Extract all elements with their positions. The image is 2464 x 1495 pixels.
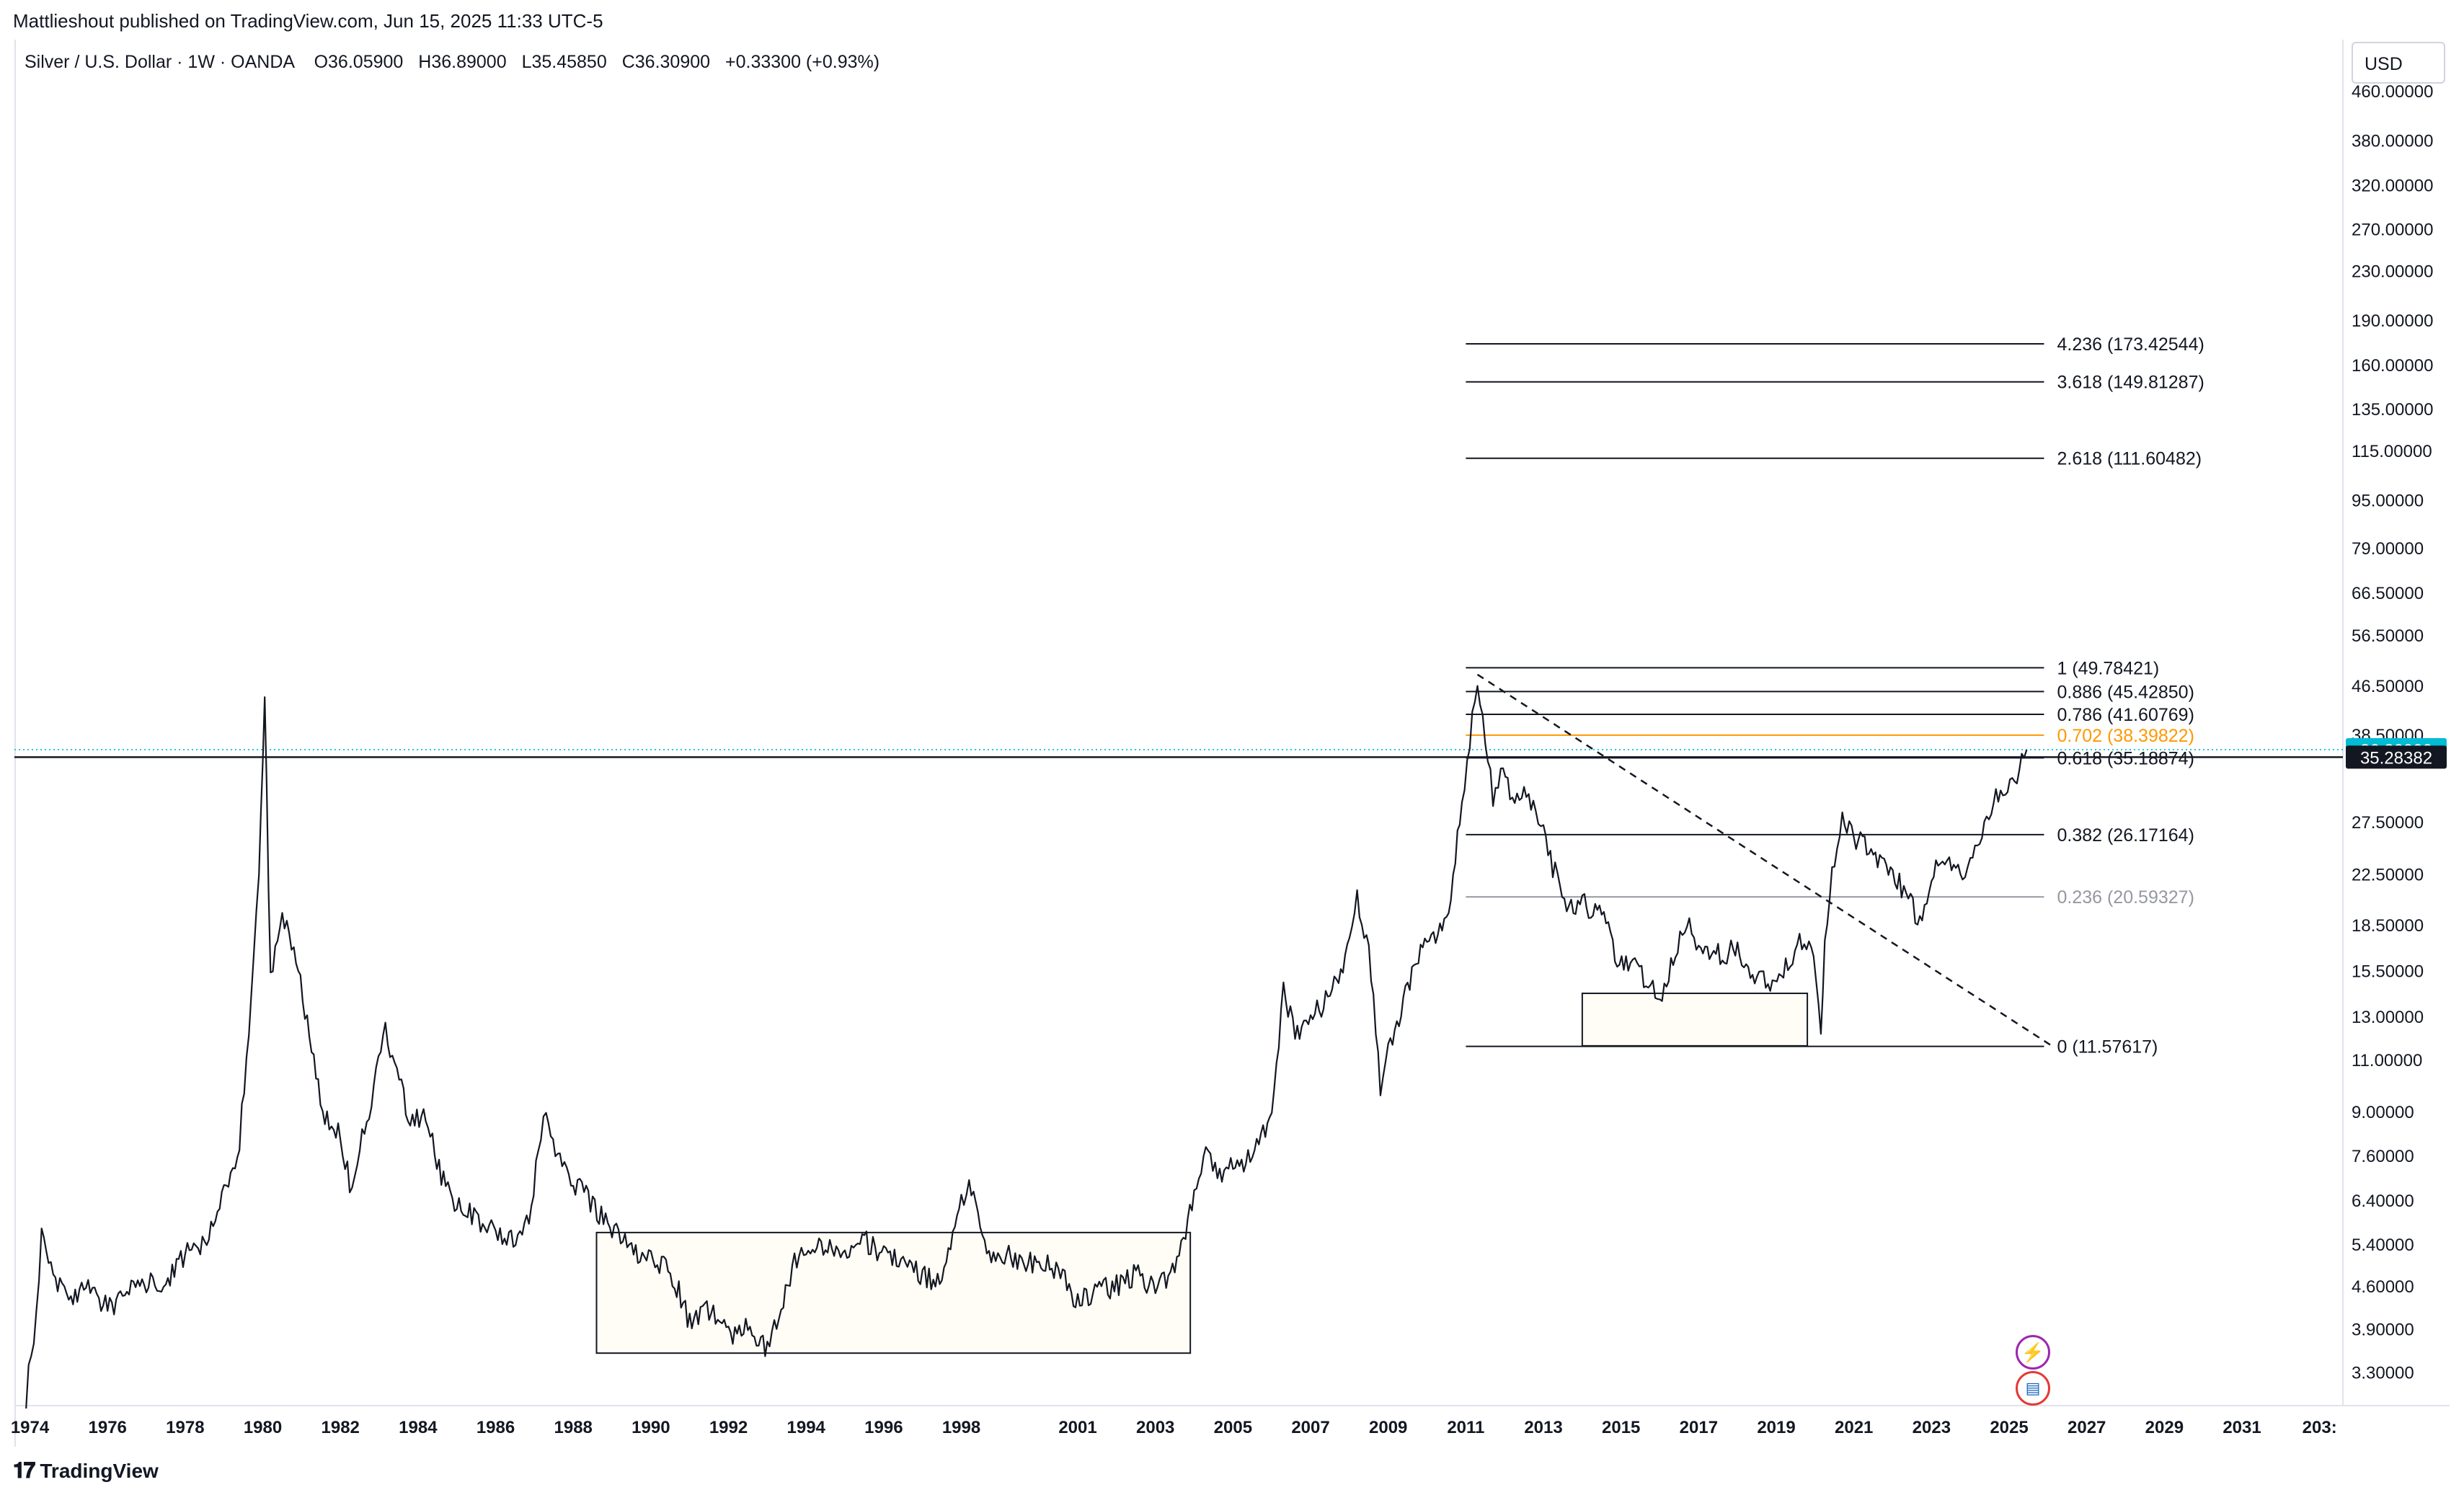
y-tick-label: 79.00000 — [2352, 539, 2424, 559]
x-tick-label: 203: — [2303, 1418, 2337, 1437]
x-tick-label: 2007 — [1291, 1418, 1329, 1437]
x-tick-label: 2015 — [1602, 1418, 1640, 1437]
y-tick-label: 3.30000 — [2352, 1363, 2414, 1383]
close-label: C — [621, 52, 635, 72]
x-tick-label: 2023 — [1913, 1418, 1951, 1437]
y-tick-label: 95.00000 — [2352, 492, 2424, 511]
x-tick-label: 2001 — [1058, 1418, 1096, 1437]
fib-level-label: 0.236 (20.59327) — [2057, 887, 2194, 908]
change-value: +0.33300 (+0.93%) — [725, 52, 880, 72]
x-tick-label: 1996 — [864, 1418, 903, 1437]
fib-level-label: 0 (11.57617) — [2057, 1037, 2158, 1057]
y-tick-label: 320.00000 — [2352, 176, 2433, 195]
high-value: 36.89000 — [431, 52, 507, 72]
fib-level-label: 3.618 (149.81287) — [2057, 373, 2204, 393]
y-tick-label: 22.50000 — [2352, 865, 2424, 884]
x-tick-label: 1986 — [477, 1418, 515, 1437]
x-tick-label: 2009 — [1369, 1418, 1407, 1437]
close-value: 36.30900 — [634, 52, 711, 72]
y-tick-label: 46.50000 — [2352, 677, 2424, 696]
tradingview-logo[interactable]: 𝟏𝟕 TradingView — [13, 1459, 159, 1483]
open-value: 36.05900 — [328, 52, 404, 72]
open-label: O — [314, 52, 329, 72]
fib-level-label: 0.618 (35.18874) — [2057, 748, 2194, 768]
y-tick-label: 270.00000 — [2352, 221, 2433, 240]
chart-frame — [14, 40, 2451, 1447]
x-tick-label: 2025 — [1990, 1418, 2028, 1437]
y-tick-label: 18.50000 — [2352, 916, 2424, 936]
range-box — [1581, 993, 1809, 1047]
tradingview-brand: TradingView — [40, 1460, 159, 1482]
fib-level-label: 2.618 (111.60482) — [2057, 449, 2202, 469]
x-tick-label: 2017 — [1680, 1418, 1718, 1437]
y-tick-label: 115.00000 — [2352, 442, 2432, 461]
low-value: 35.45850 — [531, 52, 607, 72]
y-tick-label: 3.90000 — [2352, 1320, 2414, 1339]
fib-level-label: 0.886 (45.42850) — [2057, 682, 2194, 702]
x-tick-label: 1990 — [631, 1418, 670, 1437]
y-tick-label: 6.40000 — [2352, 1192, 2414, 1211]
fib-level-label: 1 (49.78421) — [2057, 658, 2159, 678]
tradingview-mark-icon: 𝟏𝟕 — [13, 1459, 35, 1483]
x-tick-label: 2019 — [1757, 1418, 1795, 1437]
lightning-badge-icon[interactable]: ⚡ — [2016, 1335, 2050, 1370]
trendline — [1476, 673, 2052, 1047]
fib-level-label: 0.786 (41.60769) — [2057, 705, 2194, 725]
y-tick-label: 15.50000 — [2352, 962, 2424, 982]
y-tick-label: 9.00000 — [2352, 1103, 2414, 1122]
high-label: H — [418, 52, 432, 72]
x-tick-label: 1980 — [244, 1418, 282, 1437]
x-tick-label: 2011 — [1447, 1418, 1484, 1437]
x-tick-label: 1988 — [554, 1418, 593, 1437]
price-tag-label: 35.28382 — [2360, 748, 2432, 768]
x-tick-label: 1992 — [709, 1418, 748, 1437]
x-tick-label: 2031 — [2223, 1418, 2261, 1437]
level-price-tag: 35.28382 — [2346, 745, 2447, 769]
price-tag-bg — [2346, 745, 2447, 769]
y-tick-label: 230.00000 — [2352, 262, 2433, 281]
x-tick-label: 2003 — [1136, 1418, 1174, 1437]
x-tick-label: 1984 — [399, 1418, 438, 1437]
y-tick-label: 160.00000 — [2352, 356, 2433, 376]
y-tick-label: 11.00000 — [2352, 1051, 2422, 1070]
y-tick-label: 7.60000 — [2352, 1147, 2414, 1166]
publisher-line: Mattlieshout published on TradingView.co… — [13, 10, 603, 32]
low-label: L — [521, 52, 532, 72]
y-tick-label: 56.50000 — [2352, 626, 2424, 646]
us-flag-icon[interactable]: ▤ — [2016, 1371, 2050, 1406]
price-series-line — [25, 685, 2028, 1409]
y-tick-label: 190.00000 — [2352, 311, 2433, 331]
fib-level-label: 0.702 (38.39822) — [2057, 726, 2194, 746]
x-tick-label: 1978 — [166, 1418, 204, 1437]
range-box — [595, 1231, 1192, 1354]
x-tick-label: 1998 — [942, 1418, 980, 1437]
chart-legend[interactable]: Silver / U.S. Dollar · 1W · OANDA O36.05… — [25, 52, 879, 73]
y-tick-label: 27.50000 — [2352, 813, 2424, 833]
x-tick-label: 2021 — [1835, 1418, 1873, 1437]
symbol-description[interactable]: Silver / U.S. Dollar · 1W · OANDA — [25, 52, 294, 72]
x-tick-label: 1976 — [89, 1418, 127, 1437]
currency-button[interactable]: USD — [2352, 42, 2445, 84]
y-tick-label: 460.00000 — [2352, 82, 2433, 102]
fib-level-label: 0.382 (26.17164) — [2057, 825, 2194, 846]
x-tick-label: 2013 — [1524, 1418, 1562, 1437]
x-tick-label: 2029 — [2145, 1418, 2184, 1437]
x-tick-label: 2005 — [1214, 1418, 1252, 1437]
y-tick-label: 380.00000 — [2352, 132, 2433, 151]
x-tick-label: 1974 — [11, 1418, 50, 1437]
y-tick-label: 5.40000 — [2352, 1236, 2414, 1255]
y-tick-label: 4.60000 — [2352, 1277, 2414, 1297]
x-tick-label: 2027 — [2068, 1418, 2106, 1437]
x-tick-label: 1994 — [787, 1418, 826, 1437]
fib-level-label: 4.236 (173.42544) — [2057, 334, 2204, 355]
y-tick-label: 135.00000 — [2352, 400, 2433, 420]
y-tick-label: 66.50000 — [2352, 584, 2424, 603]
x-tick-label: 1982 — [322, 1418, 360, 1437]
y-tick-label: 13.00000 — [2352, 1008, 2424, 1027]
